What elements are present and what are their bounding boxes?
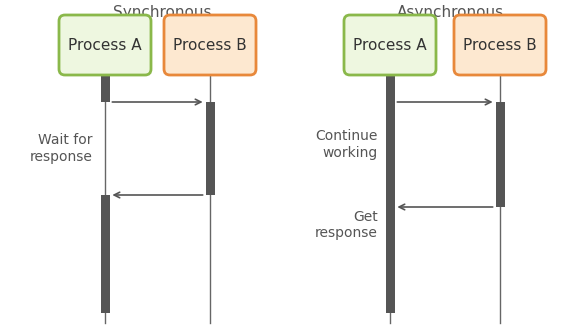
FancyBboxPatch shape bbox=[454, 15, 546, 75]
Bar bbox=[100, 69, 110, 102]
Text: Continue
working: Continue working bbox=[315, 129, 377, 159]
FancyBboxPatch shape bbox=[59, 15, 151, 75]
Bar bbox=[205, 102, 214, 195]
Text: Process A: Process A bbox=[353, 38, 427, 53]
Bar bbox=[495, 102, 504, 207]
FancyBboxPatch shape bbox=[164, 15, 256, 75]
Text: Synchronous: Synchronous bbox=[113, 4, 212, 19]
Text: Get
response: Get response bbox=[315, 210, 377, 240]
Text: Process B: Process B bbox=[173, 38, 247, 53]
Text: Wait for
response: Wait for response bbox=[29, 133, 93, 163]
Text: Asynchronous: Asynchronous bbox=[396, 4, 504, 19]
Bar bbox=[386, 69, 394, 102]
FancyBboxPatch shape bbox=[344, 15, 436, 75]
Text: Process B: Process B bbox=[463, 38, 537, 53]
Bar bbox=[100, 195, 110, 313]
Text: Process A: Process A bbox=[68, 38, 142, 53]
Bar bbox=[386, 102, 394, 313]
